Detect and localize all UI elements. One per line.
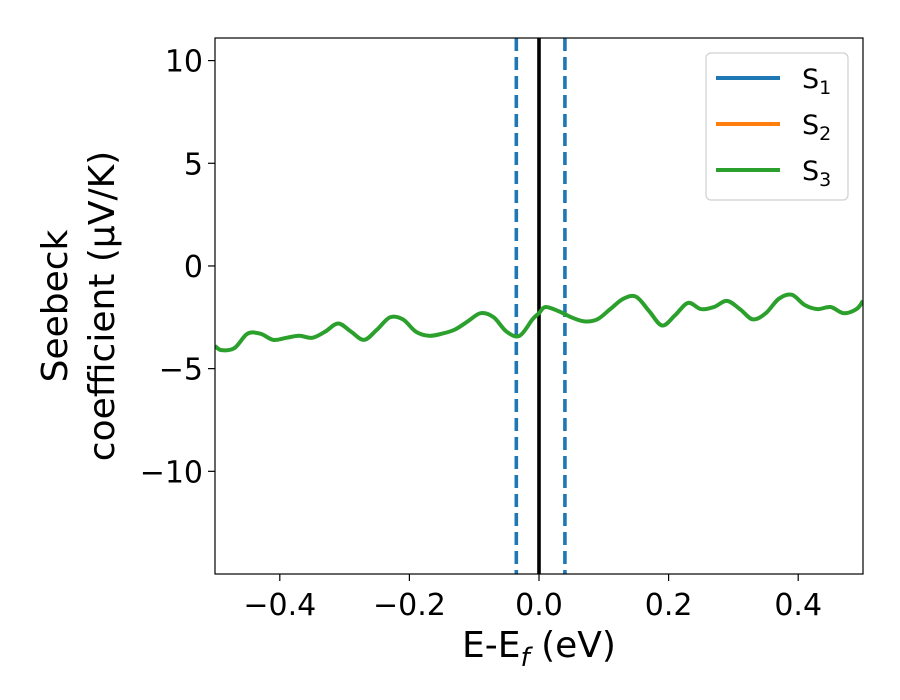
y-tick-label: 5 [184,147,203,182]
x-tick-label: −0.2 [373,588,446,623]
legend-label-s2: S2 [802,110,831,145]
y-tick-label: 10 [165,45,203,80]
x-axis-ticks: −0.4 −0.2 0.0 0.2 0.4 [243,574,822,623]
legend: S1 S2 S3 [705,52,849,201]
y-axis-title-line2: coefficient (μV/K) [82,151,123,461]
x-tick-label: 0.4 [774,588,822,623]
y-tick-label: 0 [184,250,203,285]
legend-label-s3: S3 [802,156,831,191]
series-lines [215,292,863,353]
y-axis-ticks: 10 5 0 −5 −10 [140,45,215,490]
x-tick-label: −0.4 [243,588,316,623]
x-axis-title: E-Ef (eV) [462,625,616,673]
y-tick-label: −10 [140,455,203,490]
legend-box [705,52,849,201]
legend-label-s1: S1 [802,64,831,99]
y-axis-title-line1: Seebeck [35,229,76,382]
vertical-reference-lines [514,38,567,574]
x-tick-label: 0.0 [515,588,563,623]
y-tick-label: −5 [159,353,203,388]
x-tick-label: 0.2 [645,588,693,623]
series-line-s3 [215,292,863,353]
